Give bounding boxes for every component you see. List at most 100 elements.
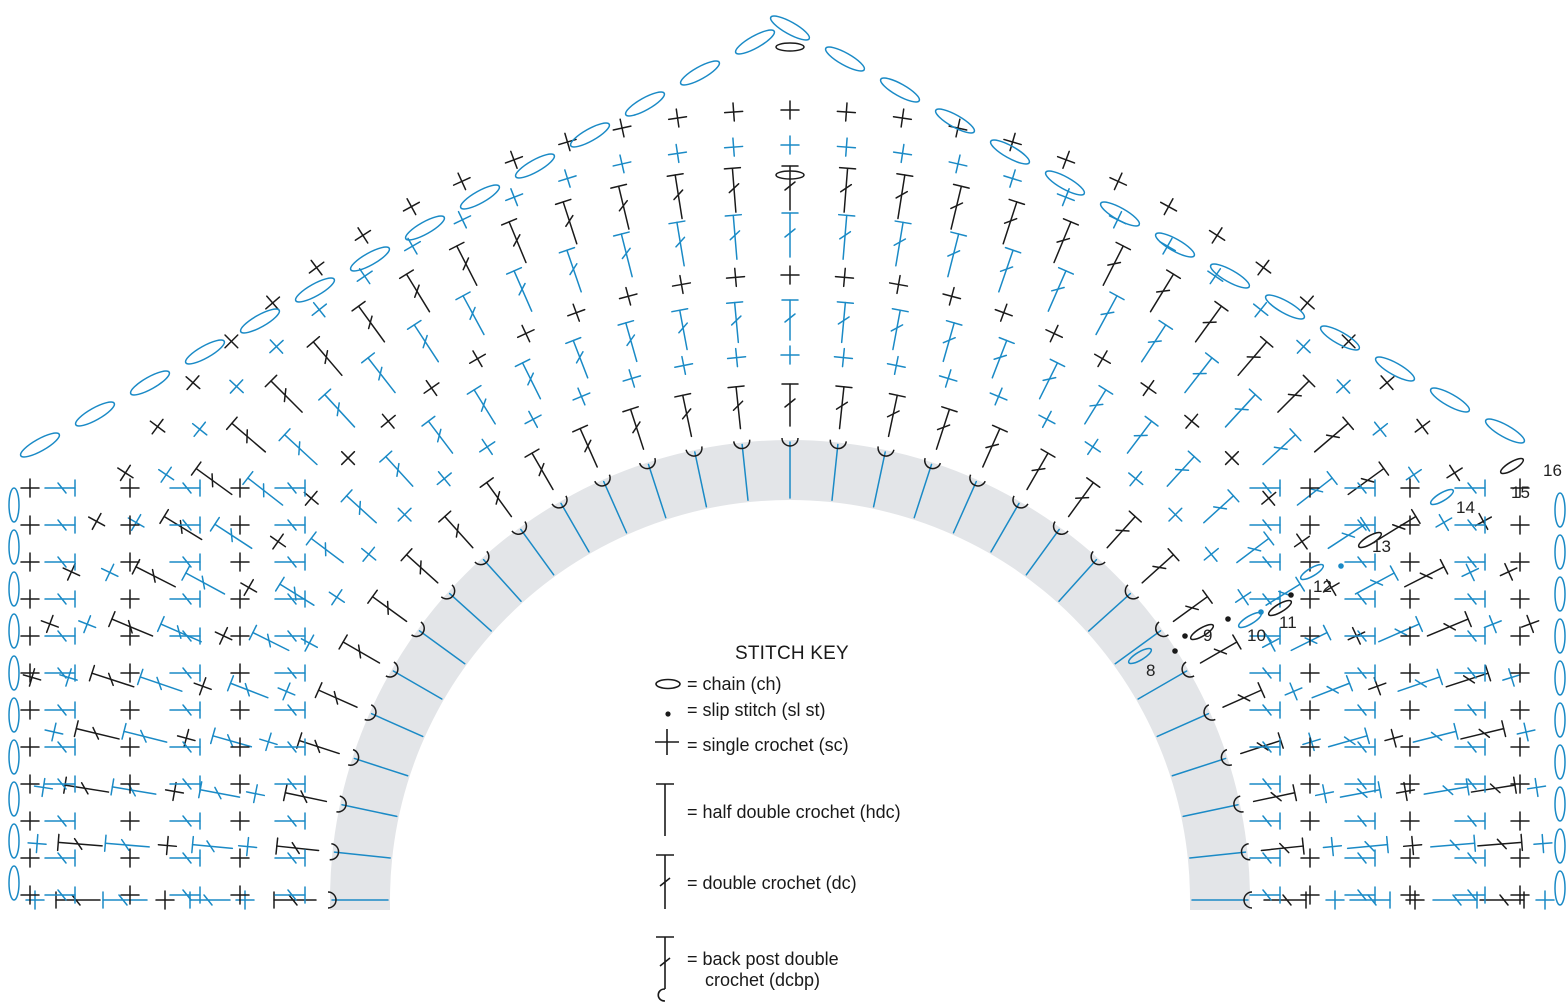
slip-stitch-mark [1338,563,1344,569]
dc-stitch [1214,300,1229,312]
dc-stitch [275,837,279,855]
chain-stitch [1429,387,1471,413]
sc-stitch [1255,261,1272,274]
dc-stitch [419,560,422,575]
sc-stitch [1299,296,1315,310]
dc-stitch [784,398,796,408]
row-markers [1127,457,1525,665]
dc-stitch [323,393,356,428]
dc-stitch [287,741,297,753]
dc-stitch [1158,319,1174,330]
dc-stitch [182,741,192,753]
dc-stitch [56,833,60,852]
chain-stitch [19,432,61,458]
dc-stitch [252,631,290,652]
dc-stitch [1062,218,1080,226]
dc-stitch [895,190,909,199]
dc-stitch [57,852,67,864]
dcbp-stitch [474,550,490,566]
single-crochet-icon [655,729,679,755]
dc-stitch [287,630,297,642]
dc-stitch [287,852,297,864]
dcbp-stitch [364,704,377,721]
chain-stitch [824,46,866,72]
sc-stitch [1038,414,1056,425]
dc-stitch [579,427,598,468]
dc-stitch [500,218,518,226]
dcbp-stitch [1233,795,1244,813]
dc-stitch [1467,741,1477,753]
dc-stitch [621,247,631,260]
dc-stitch [840,301,847,344]
sc-stitch [1224,450,1240,466]
dc-stitch [406,319,422,330]
dc-stitch [1102,245,1124,286]
dc-stitch [575,351,584,364]
dc-stitch [1357,593,1367,605]
chain-stitch [1209,263,1251,289]
dc-stitch [1227,489,1240,503]
dc-stitch [673,189,684,201]
foundation-stitch [952,480,978,534]
dc-stitch [1467,667,1477,679]
dc-stitch [674,174,683,220]
chain-stitch [989,139,1031,165]
dc-stitch [1144,415,1159,427]
dc-stitch [182,889,192,901]
dc-stitch [1478,728,1491,738]
dc-stitch [351,300,366,312]
dc-stitch [367,357,396,394]
dc-stitch [1263,531,1275,546]
dc-stitch [398,269,415,280]
dc-stitch [531,452,554,491]
chain-stitch [514,153,556,179]
chain-stitch [8,655,20,691]
dc-stitch [182,852,192,864]
dc-stitch [73,720,79,738]
sc-stitch [558,175,577,182]
dc-stitch [405,553,439,584]
dc-stitch [838,166,857,170]
dc-stitch [1031,467,1046,472]
row-number-9: 9 [1203,626,1212,645]
dc-stitch [1343,736,1356,746]
sc-stitch [1465,563,1475,582]
dc-stitch [1467,704,1477,716]
sc-stitch [1380,375,1394,391]
chain-stitch [679,60,721,86]
sc-stitch [1168,507,1183,522]
slip-stitch-mark [1182,633,1188,639]
foundation-stitch [913,463,933,519]
dc-stitch [182,667,192,679]
dcbp-stitch [385,661,399,678]
dc-stitch [572,424,589,433]
dcbp-stitch [347,748,360,766]
foundation-stitch [1171,757,1227,777]
dc-stitch [1357,667,1367,679]
dc-stitch [1467,889,1477,901]
dc-stitch [310,537,344,564]
dc-stitch [784,228,796,238]
foundation-stitch [831,443,839,501]
sc-stitch [1326,578,1337,597]
dc-stitch [1467,778,1477,790]
sc-stitch [836,145,857,149]
dc-stitch [1473,834,1477,852]
dc-stitch [314,739,321,754]
dc-stitch [1326,685,1339,694]
dc-stitch [731,167,737,213]
dc-stitch [839,230,852,240]
foundation-stitch [647,463,667,519]
dc-stitch [1292,784,1298,802]
dc-stitch [513,270,533,312]
foundation-stitch [560,502,590,553]
dc-stitch [1496,838,1507,850]
sc-stitch [1448,464,1461,482]
dc-stitch [283,433,318,466]
dc-stitch [1086,477,1101,488]
sc-stitch [723,110,744,114]
dc-stitch [469,306,476,321]
dc-stitch [1360,477,1375,483]
row-number-14: 14 [1456,498,1475,517]
dc-stitch [242,470,254,486]
